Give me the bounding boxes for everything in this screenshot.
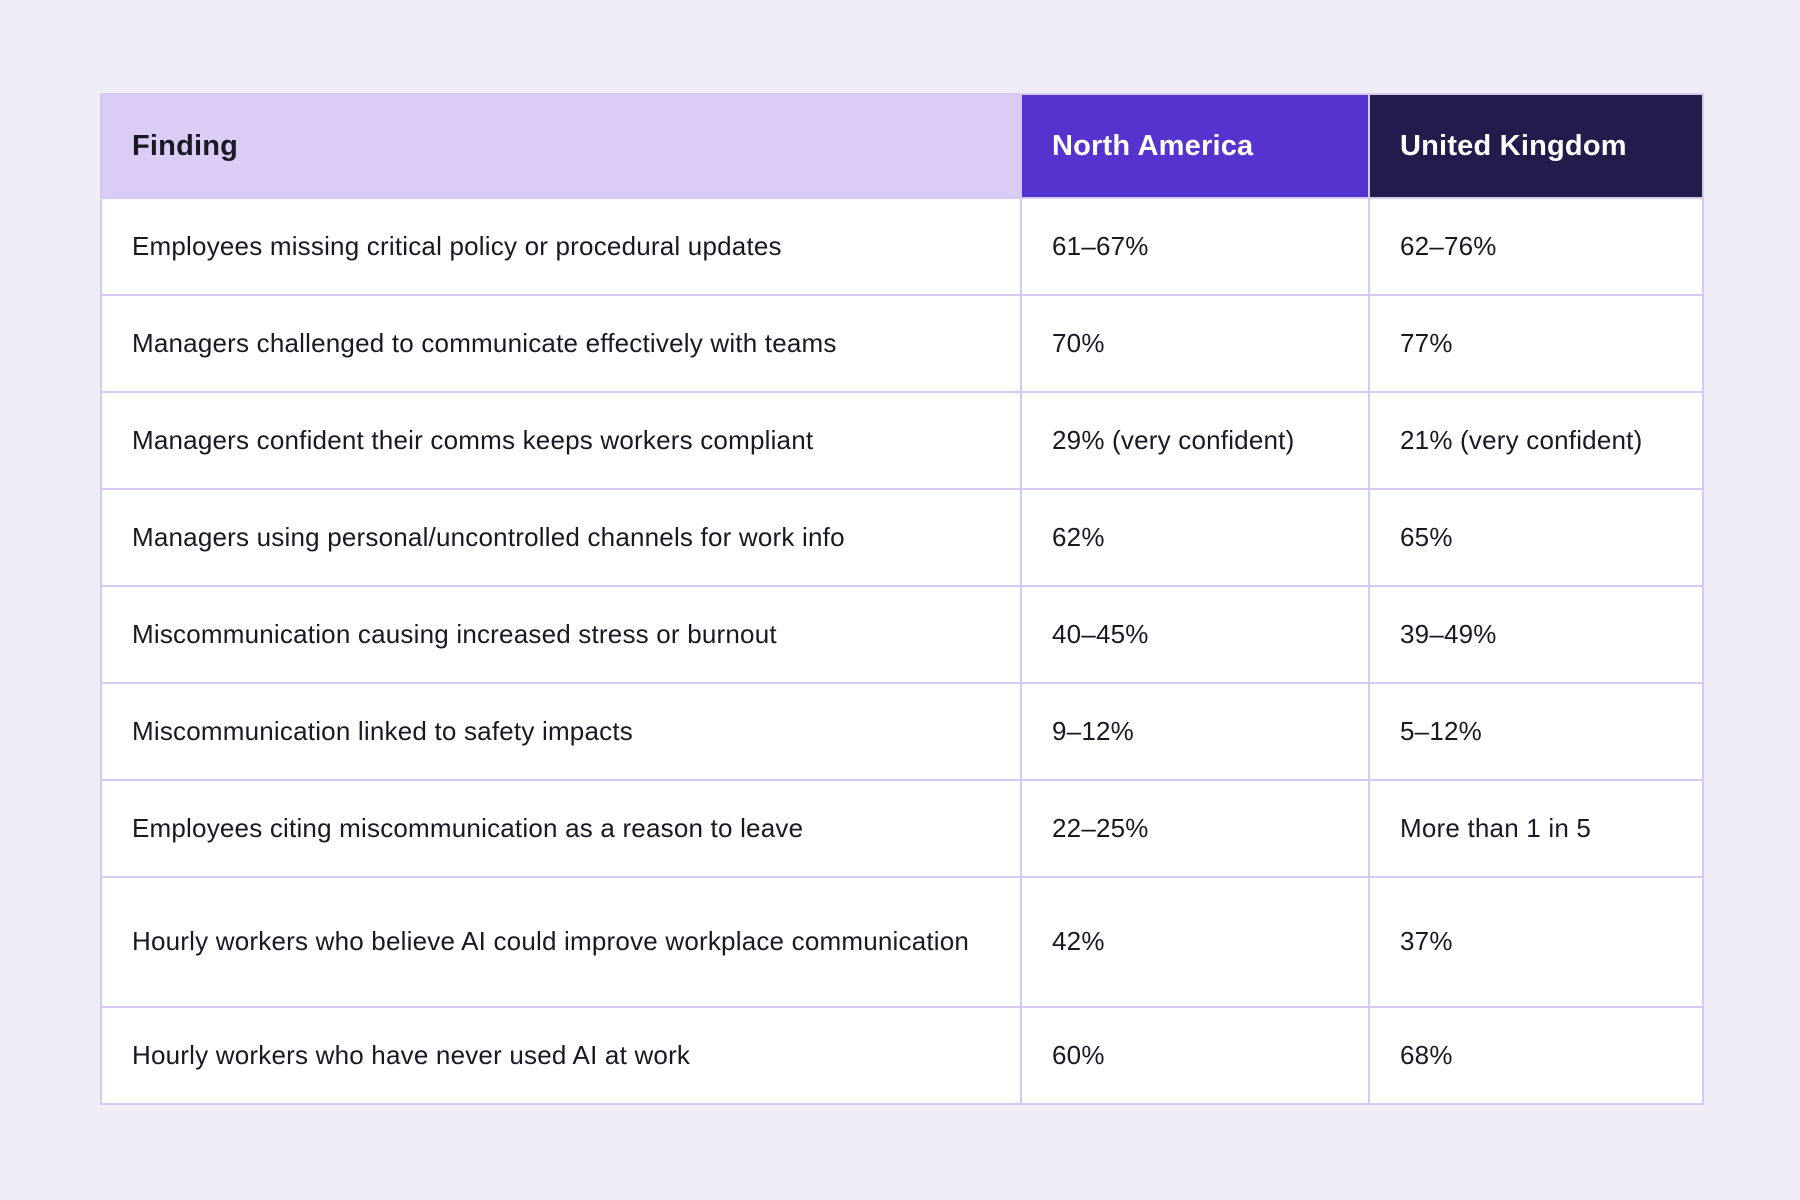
column-header-north-america: North America [1020,93,1370,199]
finding-cell: Hourly workers who believe AI could impr… [100,876,1022,1008]
finding-cell: Managers confident their comms keeps wor… [100,391,1022,490]
table-row: Employees citing miscommunication as a r… [100,779,1704,878]
north-america-cell: 60% [1020,1006,1370,1105]
north-america-cell: 29% (very confident) [1020,391,1370,490]
finding-cell: Miscommunication causing increased stres… [100,585,1022,684]
united-kingdom-cell: 39–49% [1368,585,1704,684]
table-body: Employees missing critical policy or pro… [100,197,1704,1105]
finding-cell: Hourly workers who have never used AI at… [100,1006,1022,1105]
table-row: Managers using personal/uncontrolled cha… [100,488,1704,587]
table-row: Miscommunication causing increased stres… [100,585,1704,684]
north-america-cell: 9–12% [1020,682,1370,781]
united-kingdom-cell: 65% [1368,488,1704,587]
north-america-cell: 70% [1020,294,1370,393]
north-america-cell: 40–45% [1020,585,1370,684]
united-kingdom-cell: 68% [1368,1006,1704,1105]
north-america-cell: 42% [1020,876,1370,1008]
north-america-cell: 22–25% [1020,779,1370,878]
finding-cell: Managers challenged to communicate effec… [100,294,1022,393]
header-row: Finding North America United Kingdom [100,93,1704,199]
united-kingdom-cell: 5–12% [1368,682,1704,781]
table-row: Miscommunication linked to safety impact… [100,682,1704,781]
table-header: Finding North America United Kingdom [100,93,1704,199]
finding-cell: Employees missing critical policy or pro… [100,197,1022,296]
findings-table: Finding North America United Kingdom Emp… [100,93,1704,1105]
table-row: Hourly workers who believe AI could impr… [100,876,1704,1008]
table-row: Hourly workers who have never used AI at… [100,1006,1704,1105]
table-row: Managers challenged to communicate effec… [100,294,1704,393]
united-kingdom-cell: 37% [1368,876,1704,1008]
north-america-cell: 61–67% [1020,197,1370,296]
table-row: Managers confident their comms keeps wor… [100,391,1704,490]
finding-cell: Miscommunication linked to safety impact… [100,682,1022,781]
column-header-united-kingdom: United Kingdom [1368,93,1704,199]
finding-cell: Managers using personal/uncontrolled cha… [100,488,1022,587]
united-kingdom-cell: 77% [1368,294,1704,393]
united-kingdom-cell: More than 1 in 5 [1368,779,1704,878]
column-header-finding: Finding [100,93,1022,199]
united-kingdom-cell: 21% (very confident) [1368,391,1704,490]
finding-cell: Employees citing miscommunication as a r… [100,779,1022,878]
north-america-cell: 62% [1020,488,1370,587]
united-kingdom-cell: 62–76% [1368,197,1704,296]
table-row: Employees missing critical policy or pro… [100,197,1704,296]
